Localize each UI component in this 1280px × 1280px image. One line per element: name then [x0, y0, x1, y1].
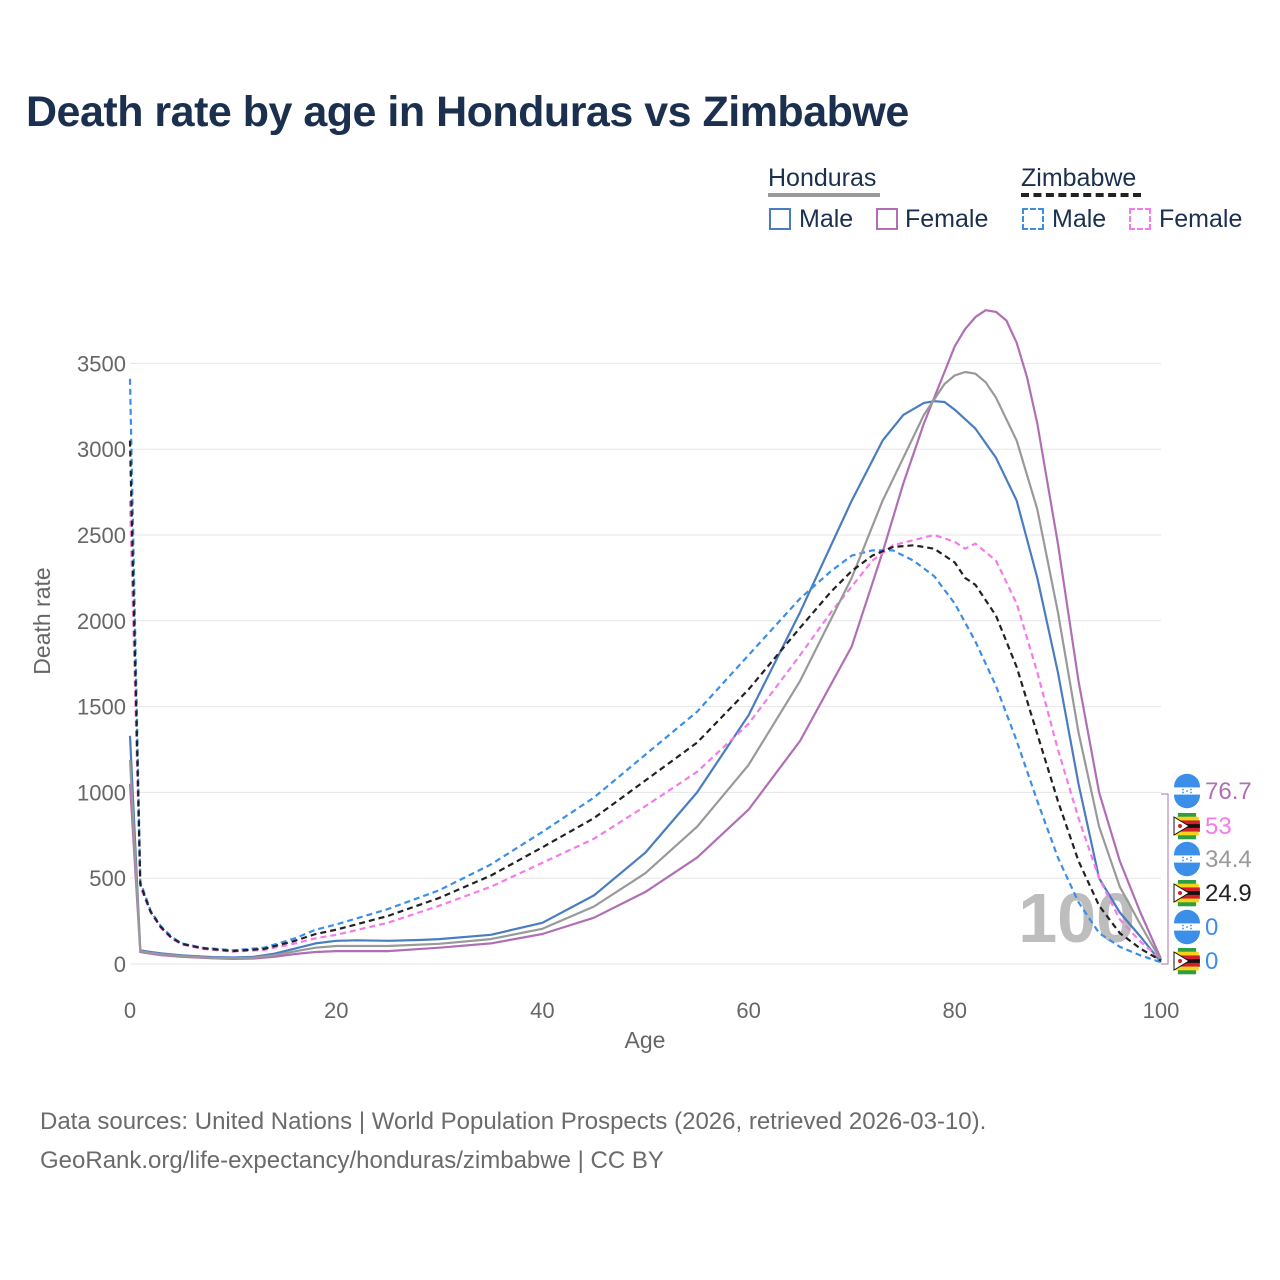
series-line-honduras-female [128, 309, 1163, 960]
legend-label-zimbabwe-female: Female [1159, 205, 1243, 233]
axes: 0 500 1000 1500 2000 2500 3000 3500 0 20 40 60 80 100 [77, 351, 1179, 1023]
end-label-bracket [1161, 793, 1169, 965]
honduras-flag-icon [1174, 841, 1200, 877]
honduras-flag-icon [1174, 909, 1200, 945]
legend-group-zimbabwe: Zimbabwe [1021, 164, 1137, 192]
end-label-value: 53 [1205, 813, 1232, 840]
series-line-honduras-total [128, 370, 1162, 962]
series-line-zimbabwe-male [128, 378, 1162, 964]
honduras-flag-icon [1174, 773, 1200, 809]
series [128, 309, 1163, 964]
y-tick-label: 2500 [77, 523, 126, 548]
watermark-age: 100 [1018, 879, 1135, 957]
zimbabwe-flag-icon [1173, 813, 1200, 840]
series-line-zimbabwe-female [128, 500, 1162, 960]
source-line-1: Data sources: United Nations | World Pop… [40, 1108, 987, 1135]
end-label-value: 76.7 [1205, 778, 1252, 805]
y-tick-label: 1500 [77, 695, 126, 720]
y-axis-label: Death rate [29, 567, 55, 674]
y-tick-label: 2000 [77, 609, 126, 634]
legend-swatch-zimbabwe-male [1022, 208, 1044, 230]
x-tick-label: 40 [530, 998, 554, 1023]
legend-line-zimbabwe [1021, 193, 1141, 197]
source-line-2: GeoRank.org/life-expectancy/honduras/zim… [40, 1147, 664, 1174]
end-label-value: 34.4 [1205, 846, 1252, 873]
chart-title: Death rate by age in Honduras vs Zimbabw… [26, 88, 909, 136]
x-tick-label: 60 [736, 998, 760, 1023]
legend-label-honduras-female: Female [905, 205, 989, 233]
legend-group-honduras: Honduras [768, 164, 877, 192]
x-tick-label: 0 [124, 998, 136, 1023]
zimbabwe-flag-icon [1173, 880, 1200, 907]
x-tick-label: 20 [324, 998, 348, 1023]
legend-swatch-honduras-female [876, 208, 898, 230]
x-tick-label: 100 [1143, 998, 1180, 1023]
end-labels: 76.7 53 34.4 24.9 0 0 [1161, 773, 1252, 975]
legend-label-honduras-male: Male [799, 205, 854, 233]
y-tick-label: 3000 [77, 437, 126, 462]
end-label-value: 0 [1205, 948, 1218, 975]
end-label-value: 0 [1205, 914, 1218, 941]
series-line-zimbabwe-total [128, 440, 1162, 962]
legend-label-zimbabwe-male: Male [1052, 205, 1107, 233]
y-tick-label: 1000 [77, 780, 126, 805]
legend-swatch-zimbabwe-female [1129, 208, 1151, 230]
end-label-value: 24.9 [1205, 880, 1252, 907]
x-tick-label: 80 [943, 998, 967, 1023]
y-tick-label: 500 [89, 866, 126, 891]
zimbabwe-flag-icon [1173, 948, 1200, 975]
legend-swatch-honduras-male [769, 208, 791, 230]
y-tick-label: 3500 [77, 351, 126, 376]
x-axis-label: Age [625, 1027, 666, 1053]
grid [130, 362, 1161, 965]
legend-line-honduras [768, 193, 880, 197]
y-tick-label: 0 [114, 952, 126, 977]
